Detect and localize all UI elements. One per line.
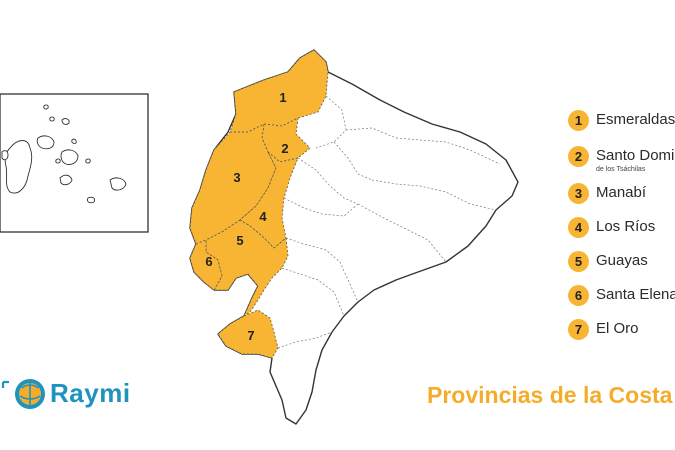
map-label-3: 3 xyxy=(233,170,240,185)
galapagos-pinzon-island xyxy=(55,158,61,164)
legend-label: El Oro xyxy=(596,320,639,337)
coastal-provinces xyxy=(189,49,329,359)
map-label-1: 1 xyxy=(279,90,286,105)
map-label-6: 6 xyxy=(205,254,212,269)
globe-logo-icon xyxy=(1,379,45,409)
province-guayas xyxy=(205,219,289,318)
galapagos-fernandina-island xyxy=(1,150,9,161)
legend-label: Manabí xyxy=(596,184,647,201)
legend-label: Santa Elena xyxy=(596,286,675,303)
province-el-oro xyxy=(217,309,279,359)
legend-number-badge: 5 xyxy=(568,251,589,272)
interior-province-borders xyxy=(277,95,501,349)
map-label-5: 5 xyxy=(236,233,243,248)
brand-name: Raymi xyxy=(50,378,131,408)
galapagos-espanola-island xyxy=(87,196,95,204)
legend-number-badge: 6 xyxy=(568,285,589,306)
legend-label: Santo Domingo xyxy=(596,147,675,164)
legend-label: Guayas xyxy=(596,252,648,269)
galapagos-baltra-island xyxy=(71,138,77,144)
legend-number-badge: 3 xyxy=(568,183,589,204)
galapagos-santa-cruz-island xyxy=(60,149,79,165)
galapagos-floreana-island xyxy=(59,174,73,186)
galapagos-santa-fe-island xyxy=(85,158,91,164)
map-label-2: 2 xyxy=(281,141,288,156)
legend-label: Los Ríos xyxy=(596,218,656,235)
legend-number-badge: 4 xyxy=(568,217,589,238)
legend-number-badge: 2 xyxy=(568,146,589,167)
legend-number-badge: 1 xyxy=(568,110,589,131)
map-label-4: 4 xyxy=(259,209,267,224)
galapagos-inset xyxy=(0,93,149,233)
province-santa-elena xyxy=(189,239,223,291)
province-manabi xyxy=(189,123,277,245)
map-number-labels: 1 2 3 4 5 6 7 xyxy=(205,90,288,343)
legend-sublabel: de los Tsáchilas xyxy=(596,166,646,173)
galapagos-santiago-island xyxy=(36,135,55,150)
galapagos-san-cristobal-island xyxy=(109,177,127,191)
galapagos-pinta-island xyxy=(43,104,49,110)
galapagos-isabela-island xyxy=(4,140,33,194)
legend-label: Esmeraldas xyxy=(596,111,675,128)
galapagos-marchena-island xyxy=(49,116,55,122)
map-label-7: 7 xyxy=(247,328,254,343)
galapagos-genovesa-island xyxy=(61,118,70,125)
map-title: Provincias de la Costa xyxy=(427,382,673,408)
legend-number-badge: 7 xyxy=(568,319,589,340)
